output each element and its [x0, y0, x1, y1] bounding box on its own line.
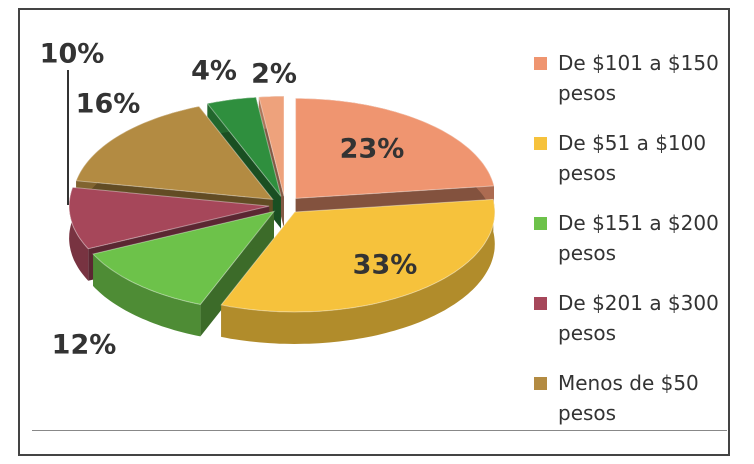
legend-label: De $151 a $200 pesos — [558, 211, 719, 265]
slice — [295, 97, 495, 199]
slice — [206, 96, 282, 197]
data-label: 16% — [76, 89, 141, 120]
slice — [220, 198, 496, 313]
data-label: 2% — [251, 59, 297, 90]
slice-rim — [69, 187, 89, 281]
legend-swatch — [534, 217, 547, 230]
legend-entry: Menos de $50 pesos — [534, 368, 748, 428]
frame — [18, 8, 730, 456]
legend-label: Menos de $50 pesos — [558, 371, 699, 425]
legend-swatch — [534, 137, 547, 150]
slice-rim — [93, 254, 201, 337]
data-label: 23% — [340, 134, 405, 165]
data-label: 33% — [353, 250, 418, 281]
legend-swatch — [534, 297, 547, 310]
slice — [92, 210, 276, 305]
slice — [258, 95, 285, 197]
legend-entry: De $151 a $200 pesos — [534, 208, 748, 268]
slice — [68, 186, 270, 250]
legend-entry: De $101 a $150 pesos — [534, 48, 748, 108]
slice — [75, 105, 274, 201]
rule — [32, 430, 727, 431]
data-label: 10% — [40, 39, 105, 70]
legend-entry: De $201 a $300 pesos — [534, 288, 748, 348]
legend-label: De $101 a $150 pesos — [558, 51, 719, 105]
legend-label: De $51 a $100 pesos — [558, 131, 707, 185]
legend-swatch — [534, 377, 547, 390]
data-label: 12% — [52, 330, 117, 361]
legend-entry: De $51 a $100 pesos — [534, 128, 748, 188]
legend-label: De $201 a $300 pesos — [558, 291, 719, 345]
slice-rim — [221, 199, 495, 344]
legend-swatch — [534, 57, 547, 70]
data-label: 4% — [191, 56, 237, 87]
